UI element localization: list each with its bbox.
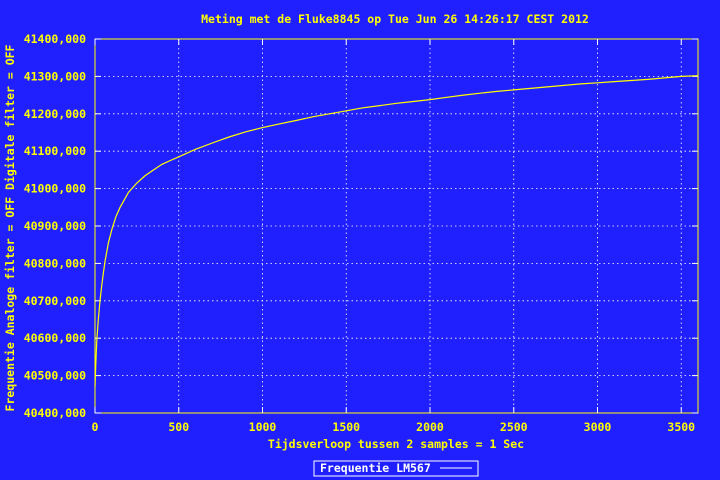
y-tick-label: 40400,000 (24, 406, 86, 420)
x-tick-label: 0 (92, 420, 99, 434)
legend-box (313, 460, 479, 477)
x-tick-label: 1500 (332, 420, 360, 434)
x-axis-label: Tijdsverloop tussen 2 samples = 1 Sec (268, 437, 524, 451)
grid-lines (95, 39, 698, 413)
chart-title: Meting met de Fluke8845 op Tue Jun 26 14… (201, 12, 589, 26)
legend-label: Frequentie LM567 (320, 461, 431, 475)
y-axis-label: Frequentie Analoge filter = OFF Digitale… (3, 44, 17, 411)
x-tick-label: 1000 (249, 420, 277, 434)
legend: Frequentie LM567 (313, 460, 479, 477)
y-tick-label: 40700,000 (24, 294, 86, 308)
series-line-frequentie-lm567 (94, 75, 699, 387)
y-tick-label: 40800,000 (24, 256, 86, 270)
y-tick-label: 41400,000 (24, 32, 86, 46)
y-tick-label: 40900,000 (24, 219, 86, 233)
y-tick-label: 41100,000 (24, 144, 86, 158)
x-tick-label: 3000 (584, 420, 612, 434)
y-tick-label: 40600,000 (24, 331, 86, 345)
y-tick-label: 40500,000 (24, 369, 86, 383)
x-tick-label: 3500 (667, 420, 695, 434)
y-tick-label: 41000,000 (24, 182, 86, 196)
x-tick-label: 2500 (500, 420, 528, 434)
y-axis-ticks: 40400,000 40500,000 40600,000 40700,000 4080… (24, 32, 698, 420)
x-axis-ticks: 0 500 1000 1500 2000 2500 3000 3500 (92, 39, 695, 434)
x-tick-label: 500 (168, 420, 189, 434)
y-tick-label: 41300,000 (24, 69, 86, 83)
y-tick-label: 41200,000 (24, 107, 86, 121)
x-tick-label: 2000 (416, 420, 444, 434)
